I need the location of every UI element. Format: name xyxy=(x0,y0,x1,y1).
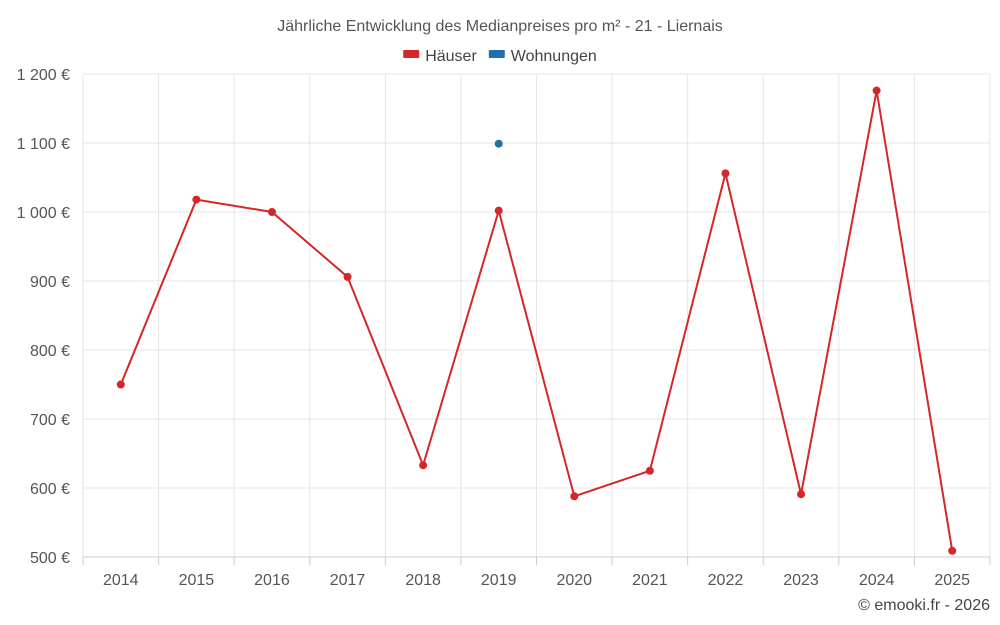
legend-swatch xyxy=(488,50,505,58)
y-tick-label: 1 200 € xyxy=(17,67,70,84)
data-point[interactable] xyxy=(645,466,654,475)
x-tick-label: 2018 xyxy=(405,572,441,589)
data-point[interactable] xyxy=(872,86,881,95)
x-tick-label: 2020 xyxy=(556,572,592,589)
data-point[interactable] xyxy=(797,490,806,499)
data-point[interactable] xyxy=(948,546,957,555)
series-line xyxy=(119,89,954,551)
x-tick-label: 2024 xyxy=(859,572,895,589)
x-tick-label: 2022 xyxy=(708,572,744,589)
data-point[interactable] xyxy=(494,206,503,215)
data-point[interactable] xyxy=(192,195,201,204)
x-tick-label: 2015 xyxy=(179,572,215,589)
legend-swatch xyxy=(403,50,420,58)
y-tick-label: 700 € xyxy=(30,412,70,429)
data-point[interactable] xyxy=(343,272,352,281)
y-tick-label: 1 100 € xyxy=(17,136,70,153)
y-tick-label: 500 € xyxy=(30,550,70,567)
x-axis: 2014 2015 2016 2017 2018 2019 2020 2021 2022 2023… xyxy=(82,556,991,589)
series-layer xyxy=(116,86,957,555)
series-1 xyxy=(494,139,503,148)
x-tick-label: 2016 xyxy=(254,572,290,589)
data-point[interactable] xyxy=(494,139,503,148)
x-tick-label: 2014 xyxy=(103,572,139,589)
x-tick-label: 2019 xyxy=(481,572,517,589)
x-tick-label: 2025 xyxy=(934,572,970,589)
y-tick-label: 800 € xyxy=(30,343,70,360)
y-axis: 500 € 600 € 700 € 800 € 900 € 1 000 € 1 100 € 1… xyxy=(17,67,70,567)
x-tick-label: 2017 xyxy=(330,572,366,589)
legend: Häuser Wohnungen xyxy=(403,48,597,65)
legend-label: Wohnungen xyxy=(511,48,597,65)
chart-title: Jährliche Entwicklung des Medianpreises … xyxy=(277,18,723,35)
data-point[interactable] xyxy=(419,461,428,470)
data-point[interactable] xyxy=(267,208,276,216)
series-0 xyxy=(116,86,957,555)
data-point[interactable] xyxy=(721,169,730,178)
legend-label: Häuser xyxy=(425,48,477,65)
y-tick-label: 600 € xyxy=(30,481,70,498)
legend-item[interactable]: Wohnungen xyxy=(488,48,597,65)
legend-item[interactable]: Häuser xyxy=(403,48,477,65)
x-tick-label: 2021 xyxy=(632,572,668,589)
y-tick-label: 1 000 € xyxy=(17,205,70,222)
data-point[interactable] xyxy=(116,380,125,389)
data-point[interactable] xyxy=(570,492,579,501)
credit-text: © emooki.fr - 2026 xyxy=(858,597,990,614)
x-tick-label: 2023 xyxy=(783,572,819,589)
y-tick-label: 900 € xyxy=(30,274,70,291)
grid xyxy=(82,73,991,558)
